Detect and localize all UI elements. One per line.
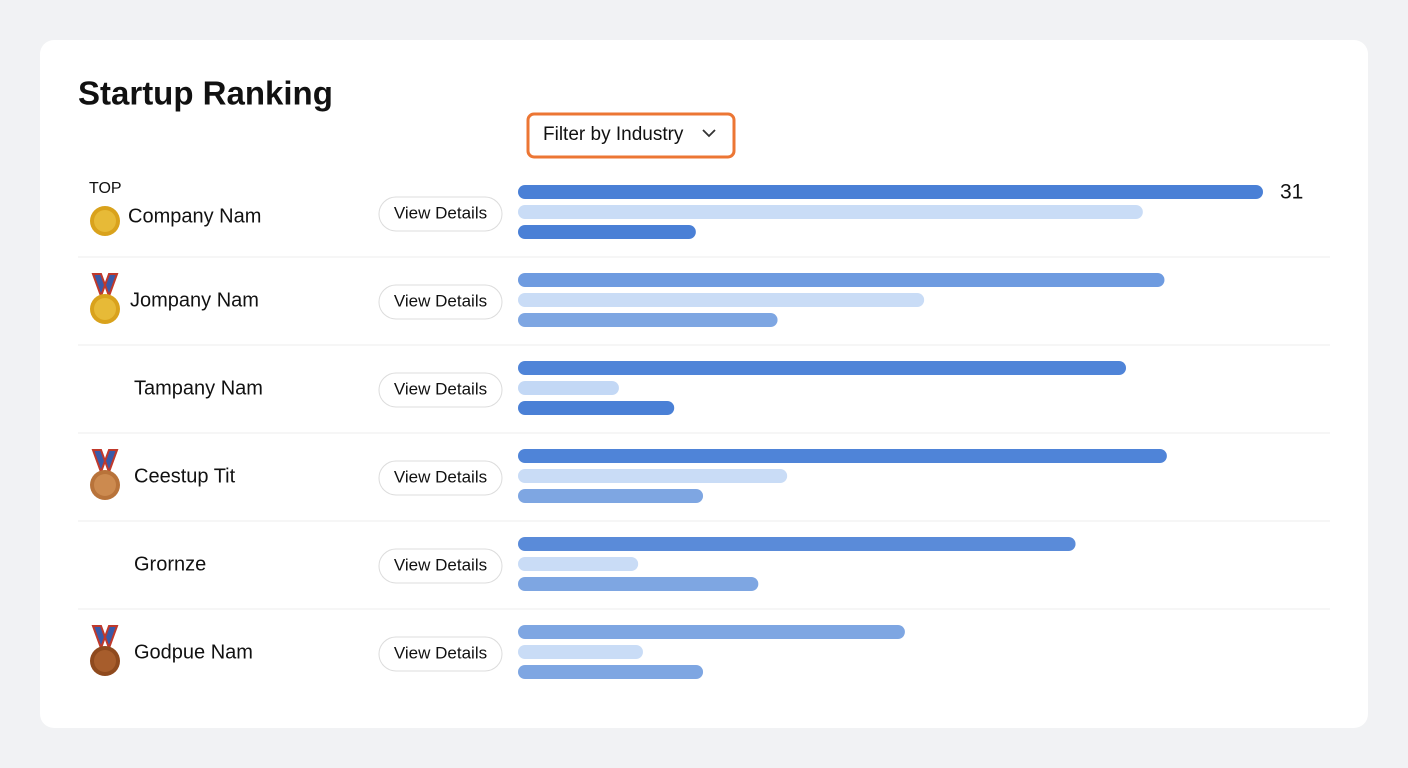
- view-details-button[interactable]: View Details: [378, 636, 503, 672]
- top-badge: TOP: [89, 180, 122, 197]
- metric-bar: [518, 205, 1143, 219]
- company-name: Godpue Nam: [134, 641, 253, 663]
- company-name: Ceestup Tit: [134, 465, 236, 487]
- view-details-button[interactable]: View Details: [378, 372, 503, 408]
- button-box[interactable]: [378, 372, 503, 408]
- button-box[interactable]: [378, 284, 503, 320]
- button-label[interactable]: View Details: [394, 467, 487, 486]
- metric-bar: [518, 537, 1076, 551]
- metric-bar: [518, 381, 619, 395]
- button-label[interactable]: View Details: [394, 379, 487, 398]
- view-details-button[interactable]: View Details: [378, 196, 503, 232]
- button-label[interactable]: View Details: [394, 643, 487, 662]
- filter-dropdown[interactable]: Filter by Industry: [526, 112, 736, 159]
- metric-bar: [518, 185, 1263, 199]
- button-label[interactable]: View Details: [394, 291, 487, 310]
- chevron[interactable]: [702, 129, 716, 138]
- medal-inner: [94, 474, 116, 496]
- medal-icon: [90, 273, 120, 324]
- view-details-button[interactable]: View Details: [378, 284, 503, 320]
- medal-icon: [90, 625, 120, 676]
- title: Startup Ranking: [78, 75, 333, 112]
- metric-bar: [518, 401, 675, 415]
- button-box[interactable]: [378, 548, 503, 584]
- button-label[interactable]: View Details: [394, 555, 487, 574]
- metric-bar: [518, 557, 639, 571]
- metric-bar: [518, 293, 925, 307]
- metric-bar: [518, 313, 778, 327]
- metric-bar: [518, 273, 1165, 287]
- metric-bar: [518, 469, 788, 483]
- metric-bar: [518, 625, 905, 639]
- medal-icon: [90, 449, 120, 500]
- metric-bar: [518, 577, 759, 591]
- metric-bar: [518, 489, 704, 503]
- company-name: Company Nam: [128, 205, 261, 227]
- metric-bar: [518, 449, 1167, 463]
- view-details-button[interactable]: View Details: [378, 460, 503, 496]
- view-details-button[interactable]: View Details: [378, 548, 503, 584]
- button-label[interactable]: View Details: [394, 203, 487, 222]
- button-box[interactable]: [378, 460, 503, 496]
- medal-inner: [94, 210, 116, 232]
- company-name: Jompany Nam: [130, 289, 259, 311]
- company-name: Tampany Nam: [134, 377, 263, 399]
- medal-inner: [94, 298, 116, 320]
- metric-bar: [518, 361, 1127, 375]
- value-label: 31: [1280, 181, 1303, 204]
- button-box[interactable]: [378, 636, 503, 672]
- metric-bar: [518, 665, 704, 679]
- metric-bar: [518, 645, 643, 659]
- company-name: Grornze: [134, 553, 206, 575]
- metric-bar: [518, 225, 696, 239]
- button-box[interactable]: [378, 196, 503, 232]
- medal-icon: [90, 206, 120, 236]
- medal-inner: [94, 650, 116, 672]
- filter-label[interactable]: Filter by Industry: [543, 124, 684, 145]
- filter-box[interactable]: [526, 112, 736, 159]
